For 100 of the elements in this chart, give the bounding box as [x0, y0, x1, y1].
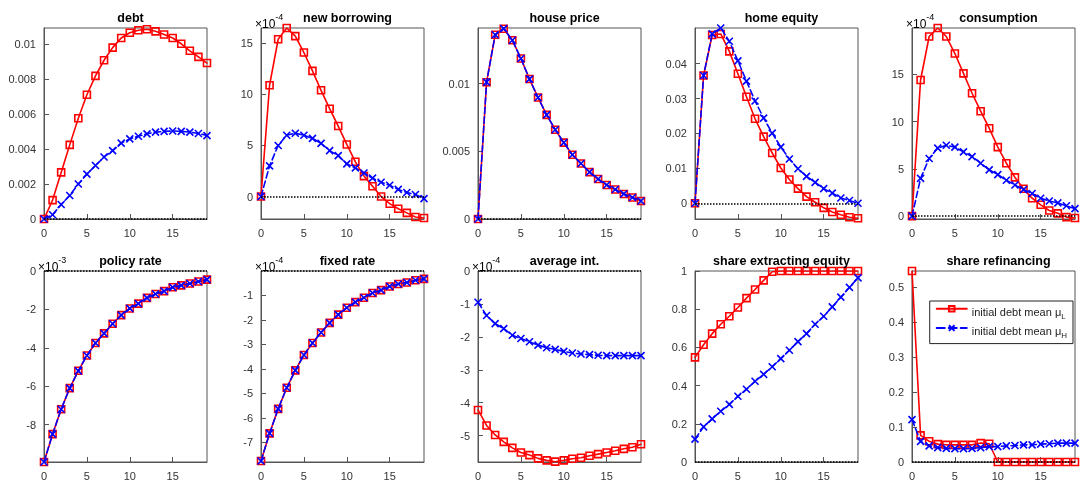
- point: [1044, 457, 1054, 467]
- point: [308, 66, 317, 76]
- point: [568, 454, 577, 464]
- x-tick-label: 5: [83, 226, 90, 239]
- point: [1010, 457, 1020, 467]
- point: [699, 340, 708, 350]
- point: [1044, 439, 1054, 449]
- chart-title: home equity: [744, 10, 819, 25]
- point: [733, 392, 743, 401]
- point: [185, 127, 195, 137]
- point: [959, 440, 968, 450]
- x-tick-label: 5: [300, 469, 307, 482]
- point: [750, 114, 760, 124]
- x-tick-label: 15: [817, 469, 830, 482]
- x-tick-label: 5: [517, 469, 524, 482]
- point: [1070, 204, 1080, 213]
- point: [950, 142, 960, 152]
- point: [950, 440, 960, 450]
- x-tick-label: 10: [774, 469, 787, 482]
- y-tick-label: 0.8: [671, 303, 687, 316]
- point: [1070, 438, 1080, 448]
- point: [1019, 440, 1028, 450]
- point: [716, 29, 726, 39]
- point: [1053, 198, 1063, 208]
- point: [351, 163, 360, 173]
- point: [525, 450, 534, 460]
- point: [282, 23, 292, 33]
- point: [542, 456, 551, 465]
- point: [942, 444, 951, 453]
- point: [533, 454, 543, 463]
- point: [810, 319, 820, 329]
- point: [65, 191, 75, 200]
- point: [819, 203, 828, 213]
- point: [993, 442, 1003, 451]
- y-tick-label: 0.02: [665, 127, 687, 140]
- x-tick-label: 15: [383, 469, 396, 482]
- point: [99, 152, 109, 162]
- y-tick-label: 0: [897, 210, 904, 223]
- point: [490, 319, 500, 328]
- point: [308, 134, 317, 143]
- point: [942, 440, 951, 450]
- y-tick-label: 0.5: [888, 280, 904, 293]
- point: [628, 442, 637, 452]
- point: [933, 23, 943, 33]
- point: [750, 376, 760, 386]
- point: [690, 434, 700, 444]
- y-tick-label: 0.004: [8, 142, 36, 155]
- y-tick-label: -7: [243, 436, 253, 449]
- point: [924, 437, 934, 446]
- x-tick-label: 0: [908, 469, 916, 482]
- point: [185, 46, 195, 56]
- point: [933, 443, 943, 452]
- point: [725, 311, 734, 321]
- y-tick-label: 0: [897, 456, 904, 468]
- point: [419, 194, 429, 203]
- point: [385, 180, 394, 190]
- point: [559, 347, 569, 356]
- point: [976, 106, 985, 116]
- point: [376, 192, 386, 201]
- point: [194, 52, 203, 62]
- y-tick-label: -4: [460, 396, 470, 409]
- y-tick-label: 15: [240, 37, 253, 50]
- point: [194, 129, 203, 138]
- point: [1002, 457, 1011, 467]
- point: [56, 168, 66, 177]
- point: [959, 69, 968, 78]
- point: [836, 210, 846, 220]
- x-tick-label: 5: [300, 226, 307, 239]
- x-tick-label: 0: [40, 469, 48, 482]
- point: [602, 351, 611, 360]
- y-tick-label: -4: [26, 341, 36, 354]
- point: [785, 154, 794, 164]
- x-tick-label: 5: [517, 226, 524, 239]
- point: [333, 121, 343, 131]
- point: [716, 406, 726, 416]
- point: [950, 444, 960, 453]
- point: [368, 173, 377, 183]
- point: [593, 351, 603, 360]
- y-tick-label: 0.2: [888, 385, 904, 398]
- point: [707, 329, 717, 338]
- x-tick-label: 15: [166, 469, 179, 482]
- x-tick-label: 5: [951, 226, 958, 239]
- point: [845, 283, 854, 292]
- y-tick-label: 0: [29, 213, 36, 225]
- point: [385, 199, 394, 208]
- point: [125, 134, 135, 144]
- point: [376, 177, 386, 187]
- point: [134, 25, 143, 35]
- point: [473, 297, 483, 307]
- point: [976, 438, 985, 448]
- y-tick-label: 0.1: [888, 420, 904, 433]
- y-tick-label: 10: [891, 115, 904, 128]
- point: [585, 451, 594, 461]
- point: [759, 113, 768, 123]
- point: [91, 161, 100, 170]
- point: [499, 437, 509, 447]
- point: [473, 405, 483, 415]
- point: [82, 169, 92, 179]
- point: [499, 324, 509, 333]
- point: [576, 349, 586, 359]
